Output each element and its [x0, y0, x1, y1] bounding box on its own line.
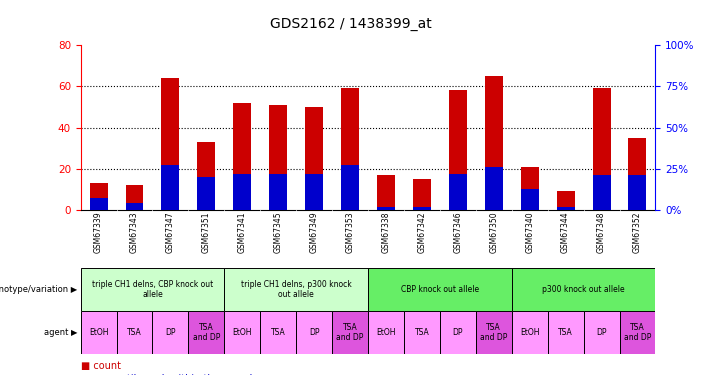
Text: p300 knock out allele: p300 knock out allele	[543, 285, 625, 294]
Bar	[512, 268, 655, 311]
Bar	[269, 174, 287, 210]
Text: GSM67353: GSM67353	[346, 212, 355, 254]
Bar	[116, 311, 153, 354]
Bar	[592, 176, 611, 210]
Text: GSM67343: GSM67343	[130, 212, 139, 254]
Bar	[440, 311, 476, 354]
Text: DP: DP	[309, 328, 320, 338]
Bar	[269, 105, 287, 210]
Bar	[377, 175, 395, 210]
Text: GSM67352: GSM67352	[633, 212, 642, 253]
Text: TSA
and DP: TSA and DP	[624, 324, 651, 342]
Bar	[305, 107, 323, 210]
Bar	[377, 207, 395, 210]
Bar	[189, 311, 224, 354]
Bar	[547, 311, 584, 354]
Text: EtOH: EtOH	[89, 328, 109, 338]
Bar	[512, 311, 547, 354]
Text: GSM67338: GSM67338	[381, 212, 390, 253]
Text: GSM67345: GSM67345	[273, 212, 283, 254]
Bar	[224, 311, 260, 354]
Bar	[521, 189, 538, 210]
Bar	[125, 203, 144, 210]
Text: GSM67348: GSM67348	[597, 212, 606, 253]
Bar	[90, 183, 107, 210]
Text: EtOH: EtOH	[520, 328, 540, 338]
Bar	[620, 311, 655, 354]
Bar	[368, 268, 512, 311]
Text: ■ percentile rank within the sample: ■ percentile rank within the sample	[81, 374, 258, 375]
Bar	[449, 174, 467, 210]
Bar	[557, 191, 575, 210]
Text: TSA
and DP: TSA and DP	[336, 324, 364, 342]
Bar	[233, 174, 251, 210]
Text: TSA: TSA	[271, 328, 285, 338]
Text: TSA: TSA	[414, 328, 429, 338]
Bar	[161, 78, 179, 210]
Bar	[125, 185, 144, 210]
Text: EtOH: EtOH	[233, 328, 252, 338]
Bar	[592, 88, 611, 210]
Text: TSA: TSA	[127, 328, 142, 338]
Text: GSM67349: GSM67349	[310, 212, 319, 254]
Text: agent ▶: agent ▶	[43, 328, 77, 338]
Bar	[476, 311, 512, 354]
Bar	[153, 311, 189, 354]
Text: GSM67350: GSM67350	[489, 212, 498, 254]
Bar	[557, 207, 575, 210]
Bar	[332, 311, 368, 354]
Bar	[341, 88, 359, 210]
Bar	[485, 76, 503, 210]
Text: DP: DP	[165, 328, 176, 338]
Bar	[81, 268, 224, 311]
Text: GSM67351: GSM67351	[202, 212, 211, 253]
Text: EtOH: EtOH	[376, 328, 396, 338]
Bar	[629, 138, 646, 210]
Bar	[198, 142, 215, 210]
Text: CBP knock out allele: CBP knock out allele	[401, 285, 479, 294]
Text: GSM67346: GSM67346	[454, 212, 463, 254]
Bar	[224, 268, 368, 311]
Bar	[413, 179, 431, 210]
Bar	[161, 165, 179, 210]
Text: triple CH1 delns, CBP knock out
allele: triple CH1 delns, CBP knock out allele	[92, 280, 213, 299]
Bar	[629, 176, 646, 210]
Bar	[81, 311, 116, 354]
Bar	[305, 174, 323, 210]
Bar	[341, 165, 359, 210]
Bar	[233, 103, 251, 210]
Text: GSM67341: GSM67341	[238, 212, 247, 253]
Text: GSM67347: GSM67347	[166, 212, 175, 254]
Text: GSM67344: GSM67344	[561, 212, 570, 254]
Bar	[485, 167, 503, 210]
Bar	[260, 311, 297, 354]
Text: TSA
and DP: TSA and DP	[480, 324, 508, 342]
Bar	[521, 166, 538, 210]
Bar	[584, 311, 620, 354]
Text: TSA
and DP: TSA and DP	[193, 324, 220, 342]
Bar	[413, 207, 431, 210]
Text: triple CH1 delns, p300 knock
out allele: triple CH1 delns, p300 knock out allele	[241, 280, 351, 299]
Text: GSM67340: GSM67340	[525, 212, 534, 254]
Bar	[90, 198, 107, 210]
Text: ■ count: ■ count	[81, 361, 121, 371]
Text: GDS2162 / 1438399_at: GDS2162 / 1438399_at	[270, 17, 431, 31]
Bar	[368, 311, 404, 354]
Text: GSM67339: GSM67339	[94, 212, 103, 254]
Bar	[297, 311, 332, 354]
Text: GSM67342: GSM67342	[417, 212, 426, 253]
Bar	[404, 311, 440, 354]
Text: genotype/variation ▶: genotype/variation ▶	[0, 285, 77, 294]
Bar	[449, 90, 467, 210]
Bar	[198, 177, 215, 210]
Text: TSA: TSA	[558, 328, 573, 338]
Text: DP: DP	[597, 328, 607, 338]
Text: DP: DP	[453, 328, 463, 338]
